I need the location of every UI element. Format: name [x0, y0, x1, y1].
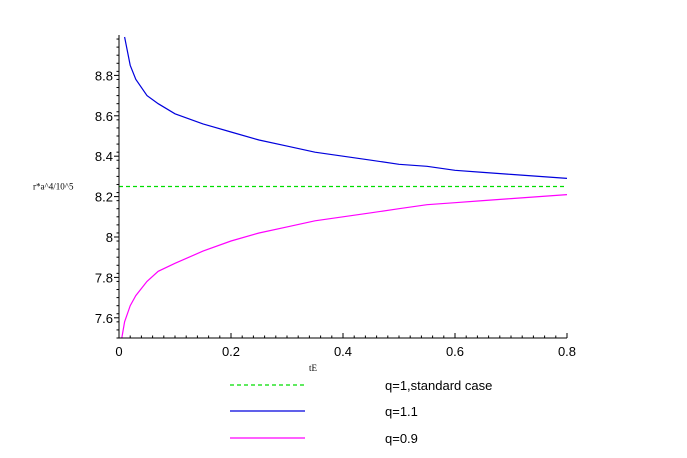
- x-tick-label: 0.6: [446, 344, 464, 359]
- y-tick-label: 8.4: [95, 149, 113, 164]
- x-tick-label: 0.2: [222, 344, 240, 359]
- x-tick-label: 0.4: [334, 344, 352, 359]
- y-tick-label: 8.2: [95, 190, 113, 205]
- y-tick-label: 8: [106, 230, 113, 245]
- y-tick-label: 8.6: [95, 109, 113, 124]
- y-tick-label: 8.8: [95, 68, 113, 83]
- x-axis-label: tE: [309, 363, 318, 373]
- legend-label: q=1,standard case: [385, 378, 492, 393]
- legend-label: q=0.9: [385, 431, 418, 446]
- x-axis-ticks: 0 0.2 0.4 0.6 0.8: [115, 333, 576, 359]
- plot-area: [119, 36, 568, 339]
- x-tick-label: 0: [115, 344, 122, 359]
- series-line-1: [124, 36, 568, 179]
- x-tick-label: 0.8: [558, 344, 576, 359]
- y-axis-ticks: 7.6 7.8 8 8.2 8.4 8.6 8.8: [95, 38, 119, 339]
- legend: q=1,standard case q=1.1 q=0.9: [230, 378, 492, 446]
- series-line-2: [121, 194, 568, 339]
- legend-label: q=1.1: [385, 404, 418, 419]
- y-tick-label: 7.6: [95, 311, 113, 326]
- y-tick-label: 7.8: [95, 270, 113, 285]
- y-axis-label: r*a^4/10^5: [33, 182, 74, 192]
